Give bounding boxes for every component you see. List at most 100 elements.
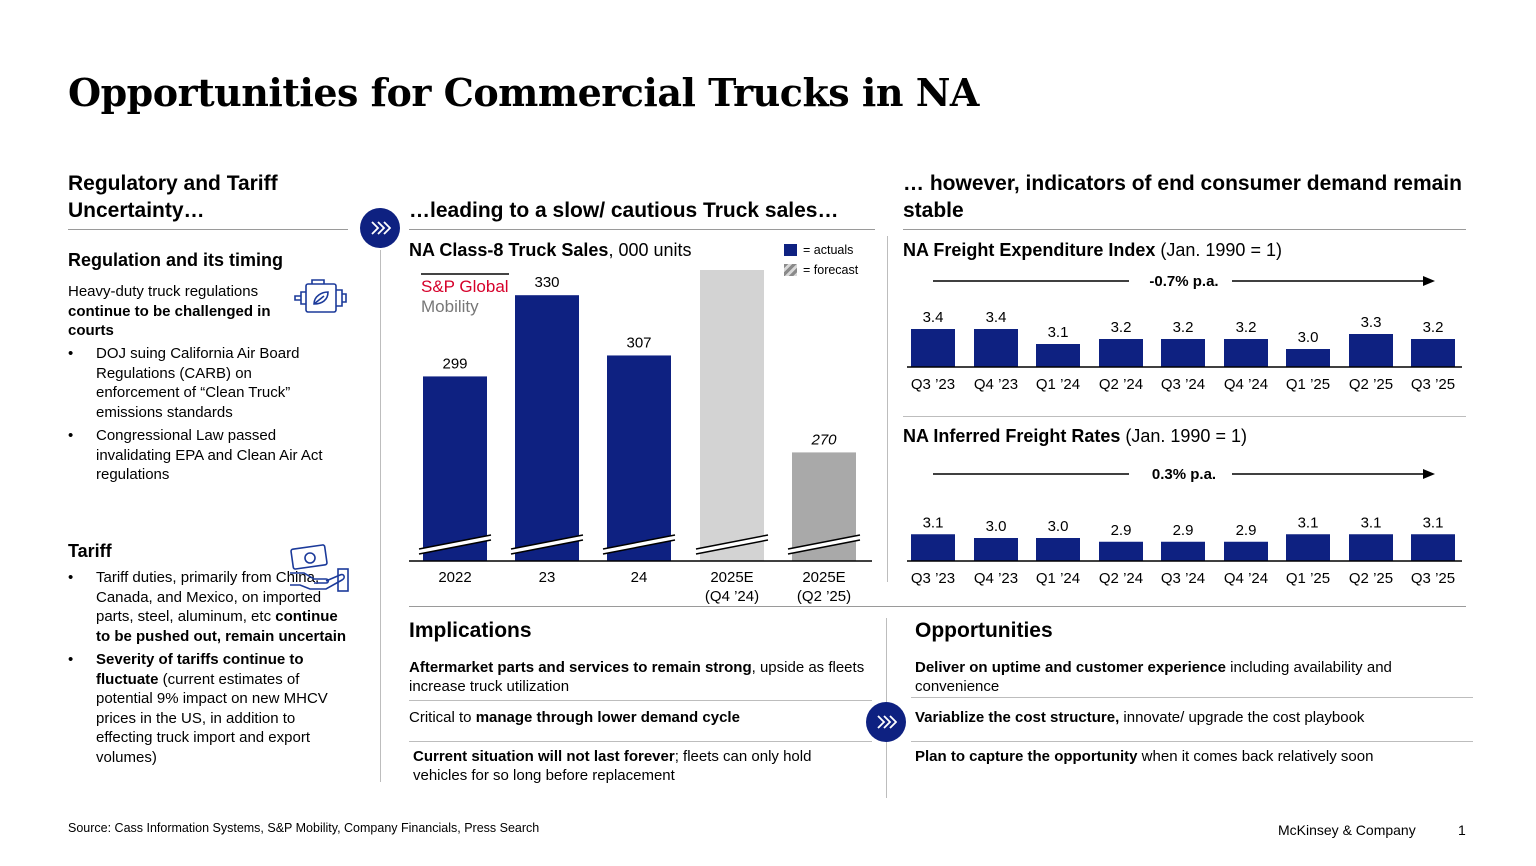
opportunity-item: Deliver on uptime and customer experienc… [915,659,1392,695]
bar [1224,339,1268,367]
page-title: Opportunities for Commercial Trucks in N… [68,70,979,115]
opportunity-item: Plan to capture the opportunity when it … [915,748,1374,765]
x-tick-label: Q2 ’25 [1349,570,1393,587]
data-label: 330 [534,274,559,291]
x-tick-label: (Q2 ’25) [797,588,851,605]
axis-break-line [695,534,769,550]
x-tick-label: 2025E [802,569,845,586]
data-label: 307 [626,334,651,351]
axis-break-line [418,539,492,555]
bar [1036,538,1080,561]
x-tick-label: 23 [539,569,556,586]
bar [974,538,1018,561]
x-tick-label: Q3 ’23 [911,570,955,587]
cagr-label: -0.7% p.a. [1149,273,1218,290]
x-tick-label: 24 [631,569,648,586]
data-label: 2.9 [1111,522,1132,539]
bar [607,355,671,561]
list-item: Severity of tariffs continue to fluctuat… [68,650,348,767]
opportunities-title: Opportunities [915,619,1053,642]
bar [1161,541,1205,561]
legend-forecast: = forecast [784,263,858,277]
data-label: 3.2 [1173,319,1194,336]
legend-swatch-actuals [784,244,797,256]
axis-break-mark [511,535,583,554]
x-tick-label: Q4 ’23 [974,570,1018,587]
x-tick-label: 2022 [438,569,471,586]
axis-break-line [787,539,861,555]
x-tick-label: Q2 ’24 [1099,376,1143,393]
data-label: 3.1 [1361,514,1382,531]
sp-global-logo: S&P Global Mobility [421,273,509,317]
x-tick-label: Q3 ’24 [1161,570,1205,587]
x-tick-label: Q4 ’24 [1224,376,1268,393]
bar [974,329,1018,367]
data-label: 3.3 [1361,314,1382,331]
axis-break-line [510,539,584,555]
axis-break-line [510,534,584,550]
x-tick-label: Q4 ’24 [1224,570,1268,587]
axis-break-line [602,534,676,550]
x-tick-label: Q3 ’24 [1161,376,1205,393]
bar [1099,541,1143,561]
list-item: DOJ suing California Air Board Regulatio… [68,344,328,422]
data-label: 2.9 [1236,522,1257,539]
x-tick-label: Q1 ’25 [1286,376,1330,393]
data-label: 299 [442,355,467,372]
tariff-bullets: Tariff duties, primarily from China, Can… [68,564,348,767]
right-heading: … however, indicators of end consumer de… [903,172,1462,222]
cagr-label: 0.3% p.a. [1152,466,1216,483]
freight-rates-title: NA Inferred Freight Rates (Jan. 1990 = 1… [903,426,1247,446]
freight-rates-chart: 3.1 Q3 ’23 3.0 Q4 ’23 3.0 Q1 ’24 2.9 Q2 ’24 2.9 Q… [907,466,1462,587]
data-label: 3.1 [1048,324,1069,341]
data-label: 3.2 [1111,319,1132,336]
x-tick-label: 2025E [710,569,753,586]
bar [1411,339,1455,367]
source-note: Source: Cass Information Systems, S&P Mo… [68,821,540,835]
cagr-arrowhead [1423,276,1435,286]
middle-heading: …leading to a slow/ cautious Truck sales… [409,199,839,222]
implications-title: Implications [409,619,532,642]
x-tick-label: Q1 ’24 [1036,376,1080,393]
data-label: 270 [810,431,837,448]
bar [1224,541,1268,561]
engine-leaf-icon [294,279,347,313]
regulation-intro: Heavy-duty truck regulations continue to… [68,283,271,339]
data-label: 3.0 [1048,518,1069,535]
x-tick-label: Q2 ’25 [1349,376,1393,393]
x-tick-label: Q3 ’25 [1411,376,1455,393]
x-tick-label: Q1 ’25 [1286,570,1330,587]
footer-brand: McKinsey & Company [1278,822,1416,838]
opportunity-item: Variablize the cost structure, innovate/… [915,709,1365,726]
truck-sales-title: NA Class-8 Truck Sales, 000 units [409,240,692,260]
x-tick-label: Q2 ’24 [1099,570,1143,587]
double-chevron-right-icon [360,208,400,248]
regulation-title: Regulation and its timing [68,250,283,270]
axis-break-line [695,539,769,555]
bar [423,376,487,561]
legend-swatch-forecast [784,264,797,276]
truck-sales-chart: 299202233023307243402025E(Q4 ’24)2702025… [409,270,872,605]
bar [1286,534,1330,561]
x-tick-label: Q3 ’23 [911,376,955,393]
x-tick-label: Q1 ’24 [1036,570,1080,587]
data-label: 3.4 [923,309,944,326]
data-label: 3.1 [923,514,944,531]
bar [1286,349,1330,367]
implication-item: Aftermarket parts and services to remain… [409,659,865,695]
freight-index-title: NA Freight Expenditure Index (Jan. 1990 … [903,240,1282,260]
data-label: 3.0 [986,518,1007,535]
page-number: 1 [1458,822,1466,838]
bar [1411,534,1455,561]
data-label: 3.1 [1423,514,1444,531]
axis-break-mark [788,535,860,554]
bar [1349,334,1393,367]
axis-break-mark [419,535,491,554]
data-label: 3.1 [1298,514,1319,531]
cagr-arrowhead [1423,469,1435,479]
bar [1099,339,1143,367]
legend-actuals: = actuals [784,243,853,257]
bar [700,270,764,561]
bar [1036,344,1080,367]
list-item: Congressional Law passed invalidating EP… [68,426,328,485]
